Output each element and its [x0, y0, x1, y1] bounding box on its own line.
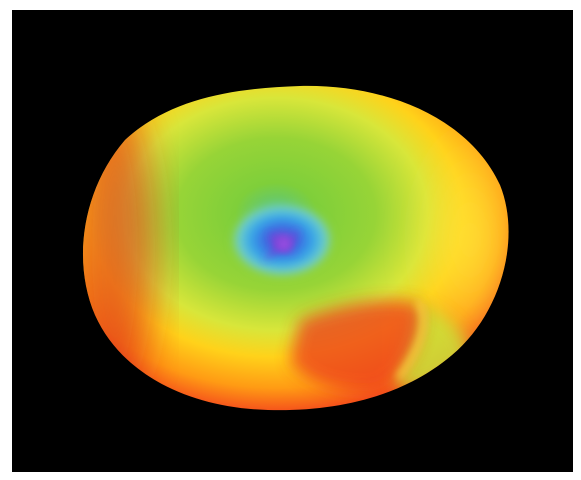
core-region [230, 202, 334, 278]
